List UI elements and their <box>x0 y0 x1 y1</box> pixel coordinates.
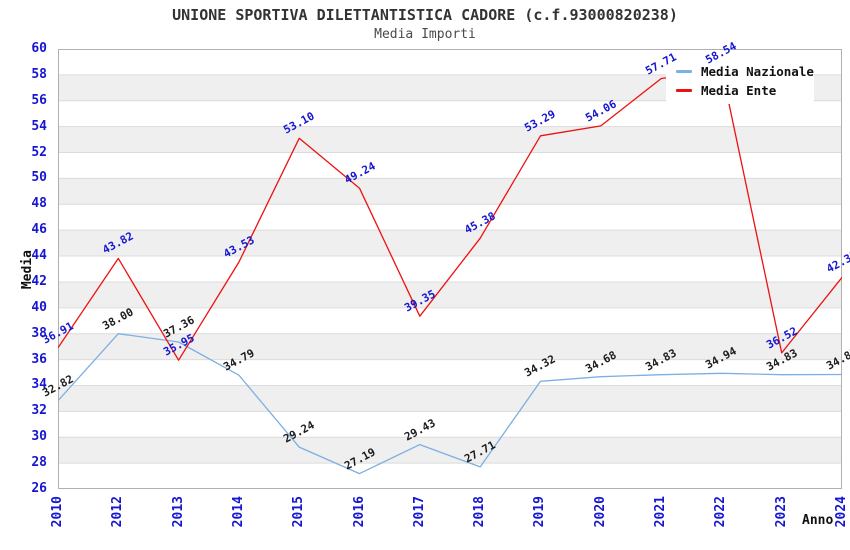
x-tick-label: 2019 <box>532 496 548 528</box>
legend-item-media-nazionale: Media Nazionale <box>676 63 814 80</box>
y-tick-label: 54 <box>31 118 47 134</box>
chart-subtitle: Media Importi <box>374 27 476 42</box>
y-tick-label: 26 <box>31 481 47 496</box>
plot-band <box>58 333 842 360</box>
plot-border <box>58 49 842 489</box>
legend-label-media-nazionale: Media Nazionale <box>701 64 814 79</box>
y-tick-label: 58 <box>31 66 47 82</box>
legend-item-media-ente: Media Ente <box>676 82 814 99</box>
y-tick-label: 36 <box>31 351 47 367</box>
x-tick-label: 2013 <box>170 496 186 528</box>
y-tick-label: 30 <box>31 429 47 445</box>
x-axis-title: Anno <box>802 513 834 528</box>
y-tick-label: 38 <box>31 325 47 341</box>
x-tick-label: 2018 <box>472 496 488 528</box>
y-tick-label: 28 <box>31 455 47 471</box>
x-tick-label: 2021 <box>653 496 669 528</box>
x-tick-label: 2020 <box>592 496 608 528</box>
plot-band <box>58 230 842 257</box>
y-tick-label: 48 <box>31 196 47 212</box>
x-tick-label: 2017 <box>411 496 427 528</box>
y-tick-label: 34 <box>31 377 47 393</box>
legend-label-media-ente: Media Ente <box>701 83 777 98</box>
chart-title: UNIONE SPORTIVA DILETTANTISTICA CADORE (… <box>172 6 678 24</box>
x-tick-label: 2024 <box>834 496 849 528</box>
x-tick-label: 2014 <box>230 496 246 528</box>
y-tick-label: 46 <box>31 222 47 238</box>
plot-band <box>58 281 842 308</box>
legend-swatch-media-ente-icon <box>676 89 692 92</box>
y-tick-label: 40 <box>31 299 47 315</box>
plot-band <box>58 178 842 205</box>
plot-area: 32.82 38.00 37.36 34.79 29.24 27.19 29.43 27.71… <box>40 39 850 489</box>
plot-band <box>58 437 842 464</box>
y-tick-label: 52 <box>31 144 47 160</box>
x-tick-label: 2023 <box>773 496 789 528</box>
y-tick-label: 42 <box>31 273 47 289</box>
plot-band <box>58 126 842 153</box>
x-tick-label: 2010 <box>50 496 65 528</box>
plot-band <box>58 385 842 412</box>
x-tick-label: 2015 <box>291 496 307 528</box>
legend-swatch-media-nazionale-icon <box>676 70 692 73</box>
legend: Media Nazionale Media Ente <box>666 57 814 104</box>
y-tick-label: 44 <box>31 248 47 264</box>
y-tick-label: 32 <box>31 403 47 419</box>
line-chart-svg <box>58 49 842 489</box>
x-tick-label: 2016 <box>351 496 367 528</box>
y-tick-label: 50 <box>31 170 47 186</box>
x-tick-label: 2022 <box>713 496 729 528</box>
y-tick-label: 56 <box>31 92 47 108</box>
y-tick-label: 60 <box>31 41 47 56</box>
series-line-media-nazionale <box>58 333 842 475</box>
x-tick-label: 2012 <box>110 496 126 528</box>
series-line-media-ente <box>58 67 842 361</box>
